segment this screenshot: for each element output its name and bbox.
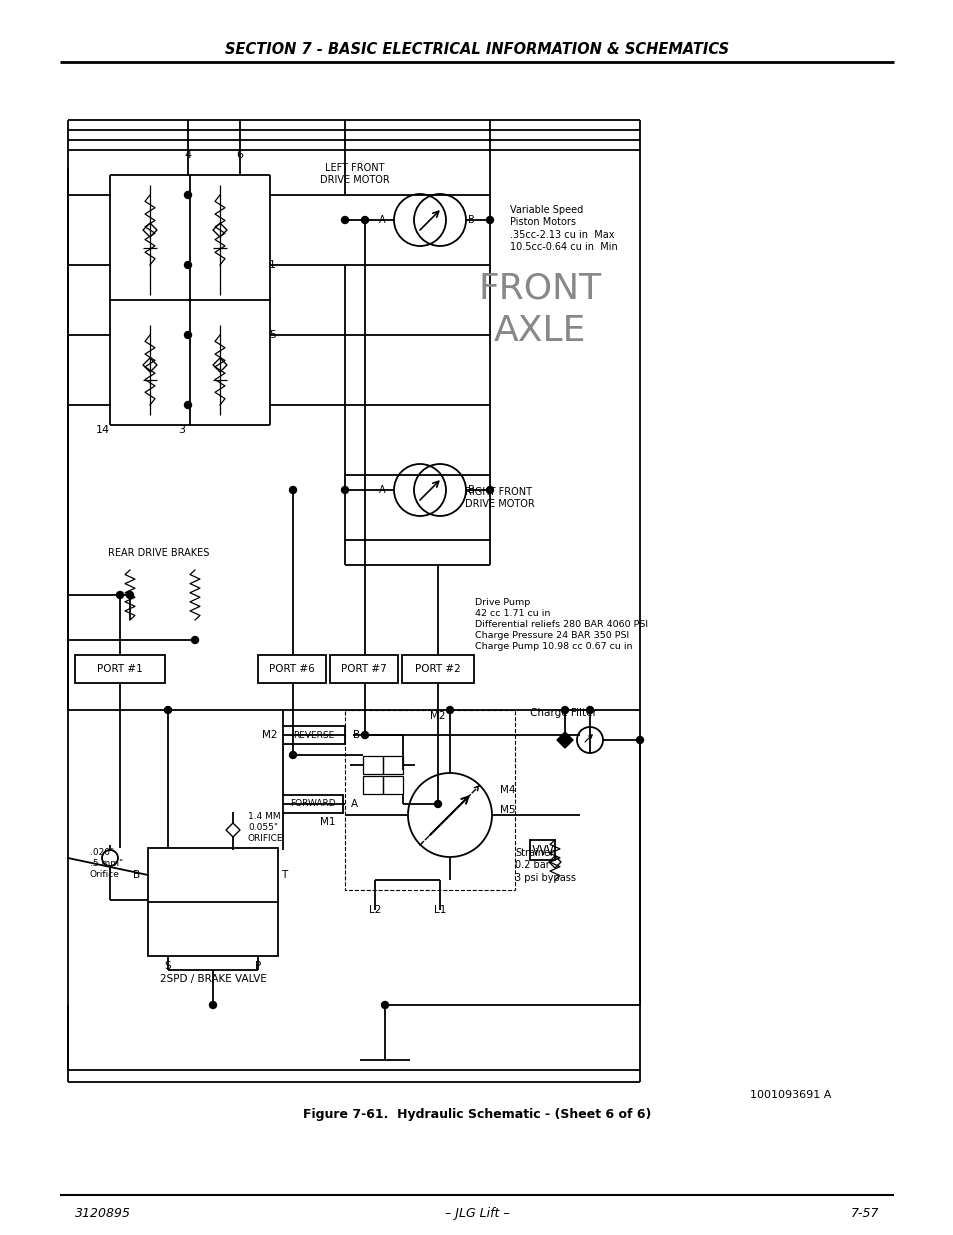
Text: Drive Pump
42 cc 1.71 cu in
Differential reliefs 280 BAR 4060 PSI
Charge Pressur: Drive Pump 42 cc 1.71 cu in Differential…: [475, 598, 647, 651]
Text: 1001093691 A: 1001093691 A: [749, 1091, 830, 1100]
Text: FORWARD: FORWARD: [290, 799, 335, 809]
Circle shape: [341, 487, 348, 494]
Bar: [363, 756, 382, 774]
Circle shape: [561, 706, 568, 714]
Text: M1: M1: [319, 818, 335, 827]
Circle shape: [434, 800, 441, 808]
Text: M4: M4: [499, 785, 515, 795]
Circle shape: [184, 262, 192, 268]
Circle shape: [486, 487, 493, 494]
Text: 4: 4: [184, 149, 192, 161]
Text: PORT #1: PORT #1: [97, 664, 143, 674]
Bar: [382, 776, 402, 794]
Text: B: B: [468, 215, 475, 225]
Text: 5: 5: [269, 330, 275, 340]
Text: 3120895: 3120895: [75, 1207, 131, 1220]
Bar: [148, 848, 277, 956]
Text: 6: 6: [236, 149, 243, 161]
Bar: [257, 655, 326, 683]
Bar: [363, 776, 382, 794]
Text: L2: L2: [369, 905, 381, 915]
Text: REVERSE: REVERSE: [294, 730, 335, 740]
Text: Charge Filter: Charge Filter: [530, 708, 597, 718]
Circle shape: [127, 592, 133, 599]
Text: T: T: [281, 869, 287, 881]
Circle shape: [210, 1002, 216, 1009]
Bar: [401, 655, 474, 683]
Text: A: A: [379, 485, 386, 495]
Bar: [382, 756, 402, 774]
Bar: [283, 726, 345, 743]
Text: 14: 14: [95, 425, 110, 435]
Circle shape: [486, 216, 493, 224]
Circle shape: [636, 736, 643, 743]
Text: 2SPD / BRAKE VALVE: 2SPD / BRAKE VALVE: [159, 974, 266, 984]
Text: A: A: [379, 215, 386, 225]
Text: M5: M5: [499, 805, 515, 815]
Bar: [530, 840, 555, 860]
Circle shape: [361, 216, 368, 224]
Circle shape: [381, 1002, 388, 1009]
Text: B: B: [132, 869, 140, 881]
Text: – JLG Lift –: – JLG Lift –: [444, 1207, 509, 1220]
Text: B: B: [468, 485, 475, 495]
Circle shape: [184, 191, 192, 199]
Circle shape: [164, 706, 172, 714]
Text: P: P: [254, 961, 261, 971]
Text: Strainer
0.2 bar
3 psi bypass: Strainer 0.2 bar 3 psi bypass: [515, 848, 576, 883]
Circle shape: [361, 731, 368, 739]
Circle shape: [289, 487, 296, 494]
Text: PORT #6: PORT #6: [269, 664, 314, 674]
Text: FRONT
AXLE: FRONT AXLE: [478, 272, 601, 348]
Text: S: S: [165, 961, 172, 971]
Bar: [75, 655, 165, 683]
Text: 3: 3: [178, 425, 185, 435]
Text: M2: M2: [262, 730, 277, 740]
Text: .020"
.5 mm"
Orifice: .020" .5 mm" Orifice: [90, 848, 123, 879]
Text: RIGHT FRONT
DRIVE MOTOR: RIGHT FRONT DRIVE MOTOR: [464, 487, 535, 509]
Text: 1: 1: [269, 261, 275, 270]
Circle shape: [341, 216, 348, 224]
Text: A: A: [351, 799, 357, 809]
Bar: [345, 710, 515, 890]
Circle shape: [184, 401, 192, 409]
Text: LEFT FRONT
DRIVE MOTOR: LEFT FRONT DRIVE MOTOR: [320, 163, 390, 185]
Text: PORT #2: PORT #2: [415, 664, 460, 674]
Circle shape: [116, 592, 123, 599]
Text: PORT #7: PORT #7: [341, 664, 387, 674]
Circle shape: [446, 706, 453, 714]
Polygon shape: [557, 732, 573, 748]
Text: REAR DRIVE BRAKES: REAR DRIVE BRAKES: [108, 548, 209, 558]
Circle shape: [586, 706, 593, 714]
Text: Variable Speed
Piston Motors
.35cc-2.13 cu in  Max
10.5cc-0.64 cu in  Min: Variable Speed Piston Motors .35cc-2.13 …: [510, 205, 618, 252]
Text: M2: M2: [430, 711, 445, 721]
Circle shape: [184, 331, 192, 338]
Text: Figure 7-61.  Hydraulic Schematic - (Sheet 6 of 6): Figure 7-61. Hydraulic Schematic - (Shee…: [302, 1108, 651, 1121]
Bar: [283, 795, 343, 813]
Text: 1.4 MM
0.055"
ORIFICE: 1.4 MM 0.055" ORIFICE: [248, 811, 283, 844]
Bar: [330, 655, 397, 683]
Text: SECTION 7 - BASIC ELECTRICAL INFORMATION & SCHEMATICS: SECTION 7 - BASIC ELECTRICAL INFORMATION…: [225, 42, 728, 58]
Text: B: B: [353, 730, 359, 740]
Circle shape: [289, 752, 296, 758]
Circle shape: [192, 636, 198, 643]
Text: L1: L1: [434, 905, 446, 915]
Text: 7-57: 7-57: [850, 1207, 878, 1220]
